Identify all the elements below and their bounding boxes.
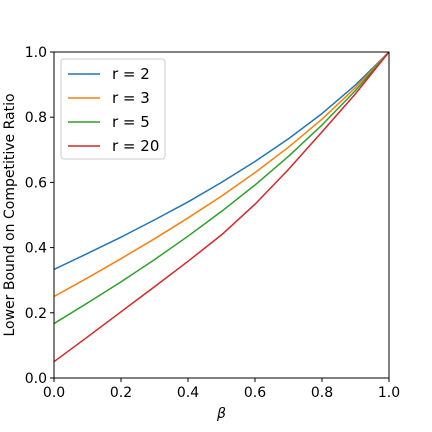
y-tick-label: 0.0 — [25, 371, 47, 387]
series-line-4 — [53, 51, 390, 363]
x-tick-label: 0.6 — [244, 385, 266, 401]
y-tick-label: 0.2 — [25, 306, 47, 322]
series-line-3 — [53, 51, 390, 325]
x-tick-label: 1.0 — [378, 385, 400, 401]
legend-label: r = 20 — [112, 137, 159, 155]
legend-label: r = 2 — [112, 65, 150, 83]
legend-label: r = 5 — [112, 113, 150, 131]
legend-label: r = 3 — [112, 89, 150, 107]
x-axis-title: β — [216, 406, 226, 422]
x-tick-label: 0.8 — [311, 385, 333, 401]
y-tick-label: 0.6 — [25, 175, 47, 191]
series-line-1 — [53, 51, 390, 271]
x-tick-label: 0.2 — [110, 385, 132, 401]
y-tick-label: 1.0 — [25, 45, 47, 61]
y-axis: 0.0 0.2 0.4 0.6 0.8 1.0 — [25, 45, 54, 387]
series-layer — [53, 51, 390, 363]
x-tick-label: 0.4 — [177, 385, 199, 401]
y-tick-label: 0.4 — [25, 241, 47, 257]
y-tick-label: 0.8 — [25, 110, 47, 126]
x-tick-label: 0.0 — [43, 385, 65, 401]
plot-frame — [53, 51, 390, 379]
legend: r = 2 r = 3 r = 5 r = 20 — [60, 58, 166, 160]
x-axis: 0.0 0.2 0.4 0.6 0.8 1.0 — [43, 378, 400, 401]
legend-box — [60, 58, 166, 160]
series-line-2 — [53, 51, 390, 298]
y-axis-title: Lower Bound on Competitive Ratio — [2, 93, 18, 336]
